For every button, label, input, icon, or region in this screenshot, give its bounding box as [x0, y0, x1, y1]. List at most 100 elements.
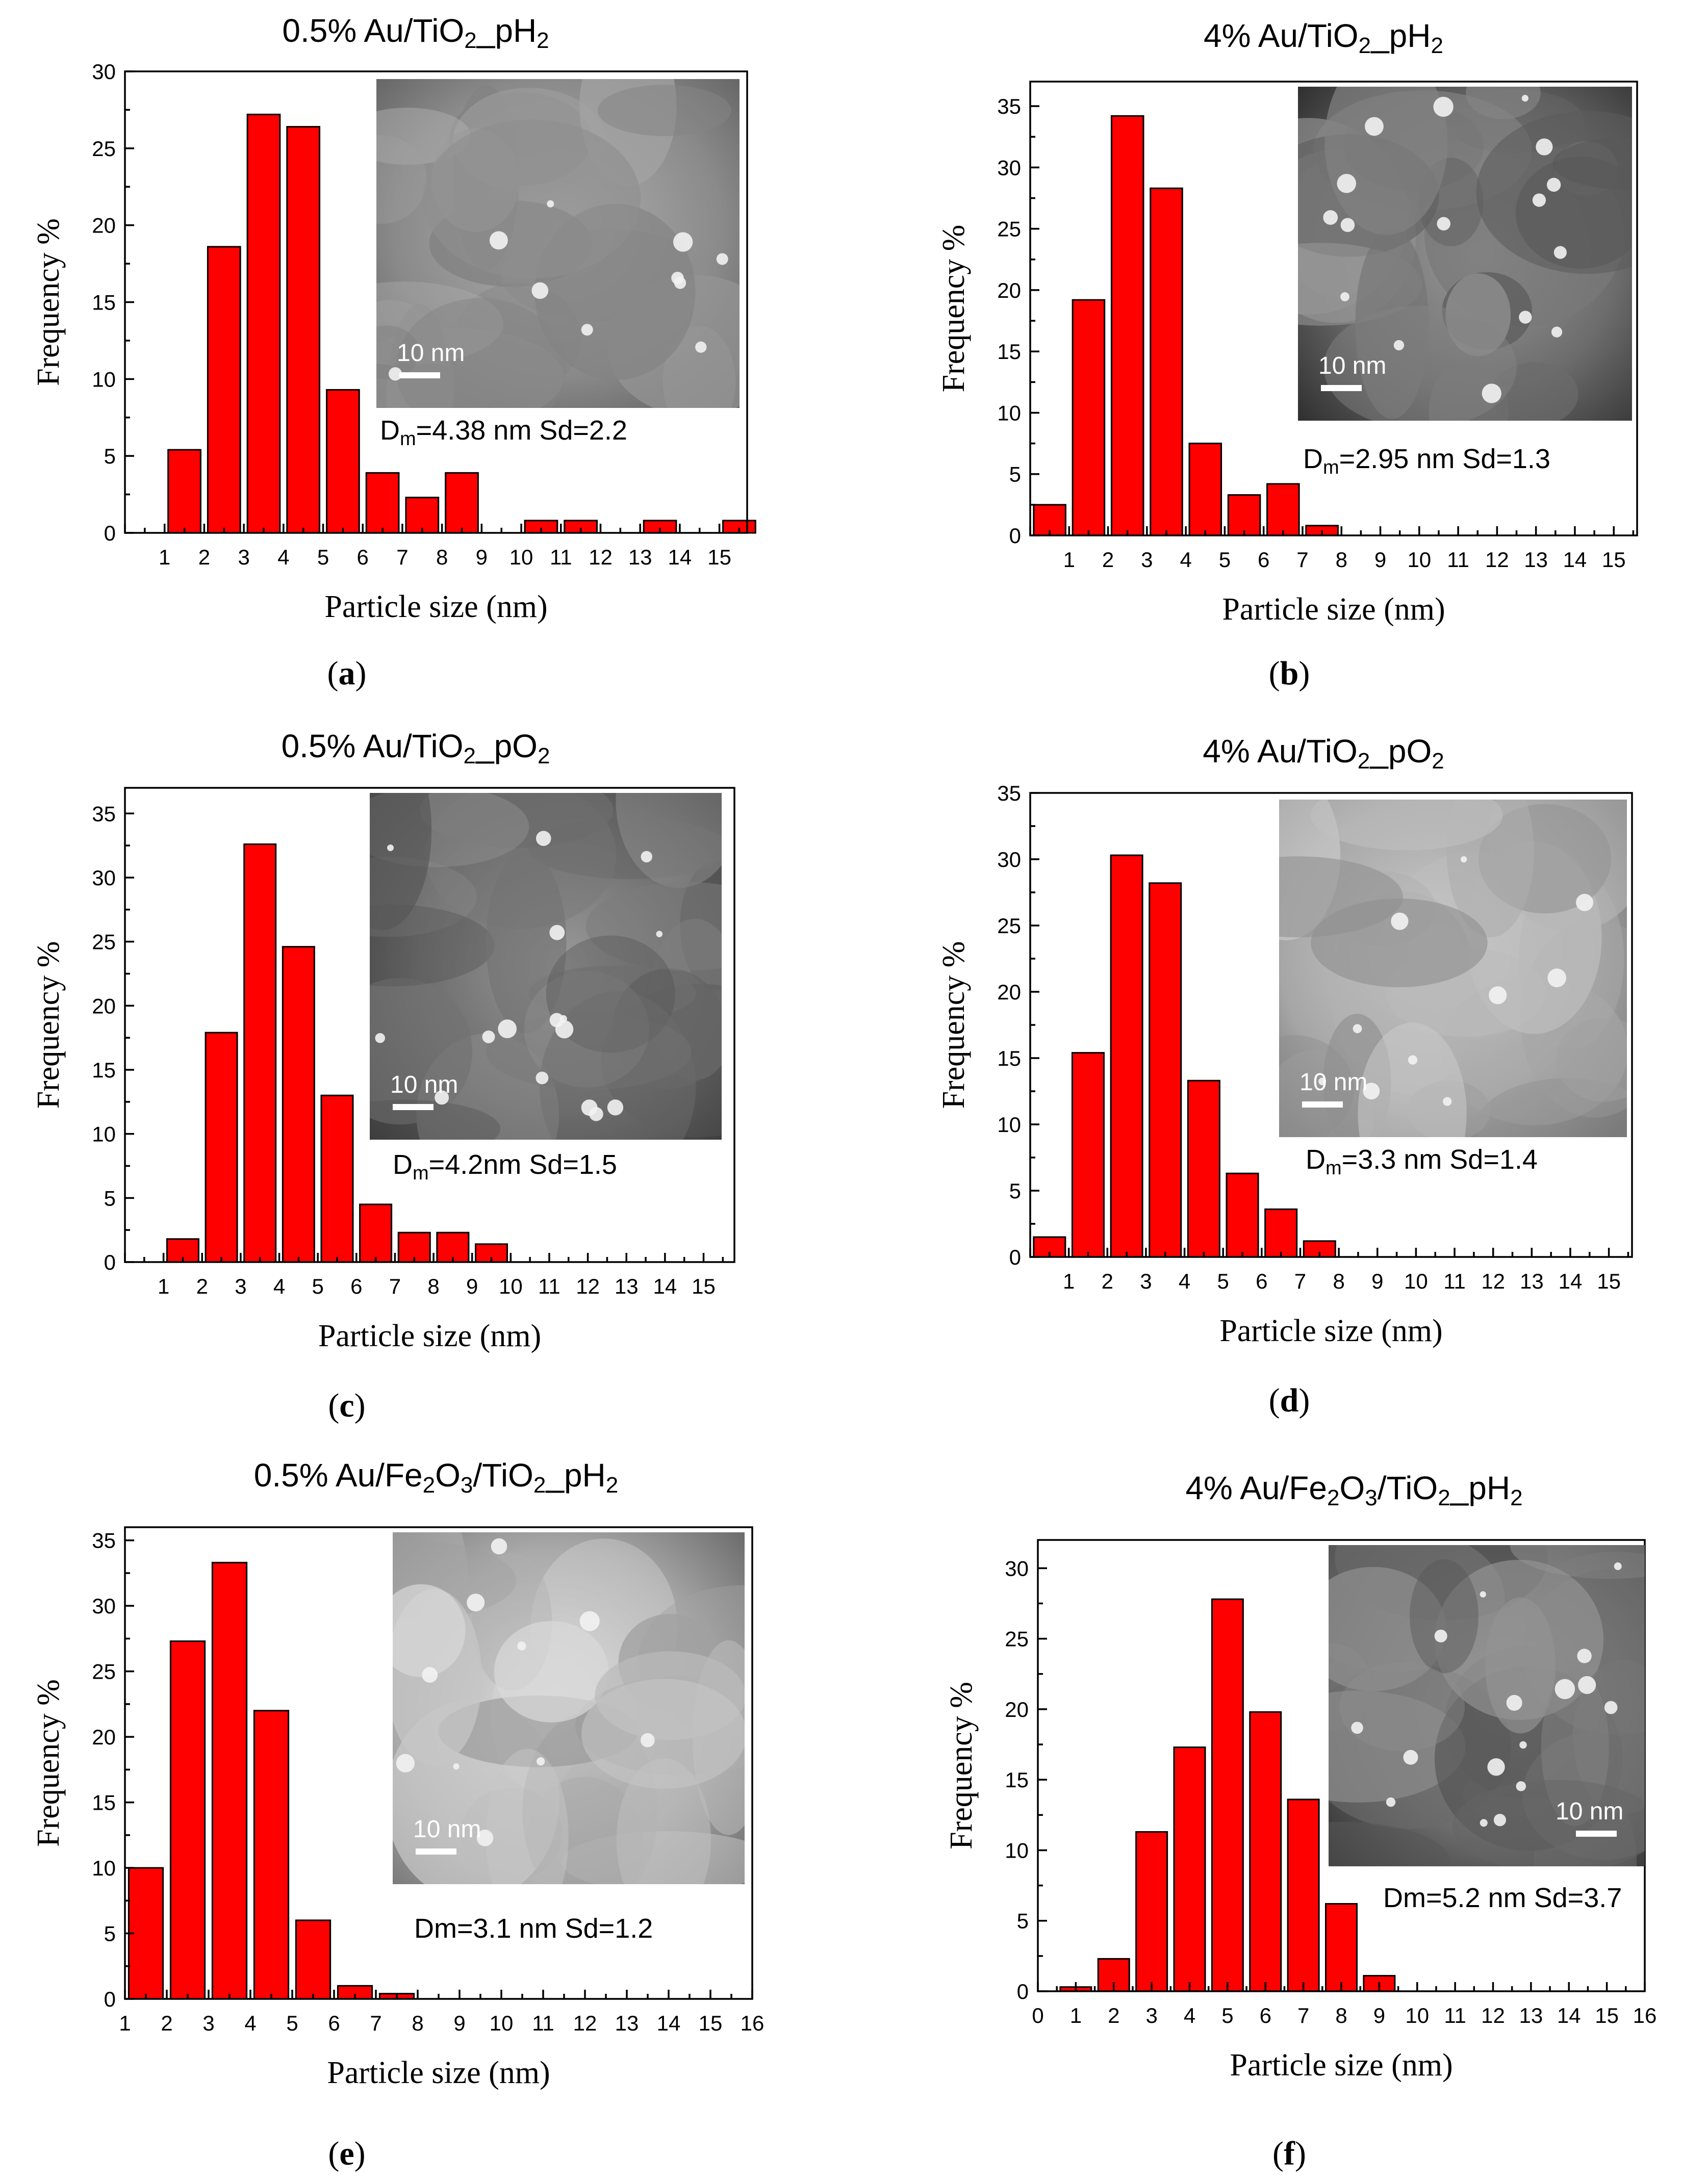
- stem-grain: [540, 991, 696, 1140]
- au-particle: [467, 1594, 485, 1612]
- stem-grain: [612, 968, 722, 1089]
- x-tick-label: 2: [1102, 1269, 1113, 1293]
- histogram-bar: [211, 1561, 248, 2000]
- stem-texture: [1298, 87, 1632, 421]
- chart-panel-e: 1 2 3 4 5 6 7 8 9 10 11 12 13 14 15 1605101520253035Par…: [31, 1526, 764, 2172]
- y-tick-label: 15: [92, 1791, 116, 1815]
- title-text: 4% Au/TiO: [1203, 733, 1358, 769]
- au-particle: [389, 367, 402, 381]
- panel-label: (b): [1269, 655, 1310, 692]
- au-particle: [641, 1733, 655, 1748]
- histogram-bar: [246, 113, 281, 534]
- au-particle: [1521, 95, 1528, 102]
- title-subscript: 2: [606, 1473, 618, 1498]
- annotation-text: =3.3 nm Sd=1.4: [1342, 1144, 1538, 1175]
- x-tick-label: 10: [1407, 548, 1431, 572]
- au-particle: [1403, 1750, 1418, 1765]
- x-tick-label: 15: [692, 1274, 716, 1298]
- stem-grain: [1329, 1690, 1466, 1803]
- histogram-bar: [1110, 854, 1143, 1258]
- title-text: _pH: [1450, 1470, 1510, 1506]
- x-tick-label: 1: [158, 1274, 169, 1298]
- annotation-subscript: m: [1323, 457, 1339, 478]
- au-particle: [489, 231, 508, 250]
- chart-title: 4% Au/Fe2O3/TiO2_pH2: [1185, 1470, 1522, 1510]
- histogram-bar: [1188, 443, 1222, 536]
- title-subscript: 2: [1432, 749, 1444, 774]
- au-particle: [1443, 1097, 1452, 1106]
- x-tick-label: 13: [615, 2011, 639, 2035]
- au-particle: [1318, 1077, 1326, 1086]
- stem-grain: [1466, 87, 1541, 119]
- x-tick-label: 12: [589, 545, 613, 569]
- x-tick-label: 12: [1481, 2003, 1505, 2027]
- x-axis-label: Particle size (nm): [324, 589, 547, 624]
- x-tick-label: 13: [1524, 548, 1548, 572]
- y-tick-label: 0: [1009, 524, 1021, 548]
- stem-grain: [1475, 1078, 1627, 1137]
- y-tick-label: 0: [1009, 1245, 1021, 1269]
- y-tick-label: 10: [92, 367, 116, 391]
- au-particle: [1519, 1741, 1527, 1749]
- x-tick-label: 6: [1260, 2003, 1271, 2027]
- histogram-bar: [1072, 299, 1106, 536]
- x-tick-label: 2: [161, 2011, 172, 2035]
- y-tick-label: 10: [1005, 1838, 1029, 1862]
- stem-grain: [494, 1621, 609, 1723]
- x-tick-label: 6: [357, 545, 369, 569]
- size-stat-annotation: Dm=5.2 nm Sd=3.7: [1383, 1883, 1622, 1913]
- stem-texture: [376, 79, 740, 408]
- y-tick-label: 5: [104, 1186, 116, 1210]
- chart-panel-d: 1 2 3 4 5 6 7 8 9 10 11 12 13 14 1505101520253035Parti…: [936, 781, 1633, 1419]
- stem-grain: [486, 1013, 692, 1090]
- au-particle: [549, 1013, 564, 1027]
- title-text: 0.5% Au/TiO: [282, 728, 464, 764]
- au-particle: [1363, 1083, 1380, 1100]
- y-tick-label: 10: [92, 1856, 116, 1880]
- x-tick-label: 14: [668, 545, 692, 569]
- scale-bar-label: 10 nm: [397, 340, 465, 367]
- x-tick-label: 1: [119, 2011, 131, 2035]
- panel-letter: f: [1284, 2135, 1295, 2172]
- panel-paren: ): [1295, 2135, 1306, 2172]
- au-particle: [581, 324, 593, 336]
- au-particle: [695, 341, 707, 353]
- title-text: 4% Au/TiO: [1204, 17, 1359, 54]
- x-tick-label: 6: [1256, 1269, 1267, 1293]
- x-tick-label: 8: [427, 1274, 439, 1298]
- panel-paren: (: [1269, 1382, 1280, 1419]
- au-particle: [641, 851, 652, 863]
- x-tick-label: 1: [1063, 1269, 1075, 1293]
- y-tick-label: 10: [997, 401, 1021, 425]
- x-tick-label: 4: [244, 2011, 256, 2035]
- title-subscript: 2: [1359, 33, 1371, 58]
- au-particle: [1337, 173, 1357, 193]
- panel-paren: ): [1298, 1382, 1310, 1419]
- au-particle: [498, 1019, 517, 1039]
- y-tick-label: 10: [92, 1122, 116, 1146]
- x-tick-label: 11: [1443, 1269, 1466, 1293]
- histogram-bar: [169, 1640, 206, 2000]
- x-tick-label: 5: [1221, 2003, 1233, 2027]
- histogram-bar: [445, 472, 479, 534]
- stem-grain: [1279, 1035, 1354, 1137]
- histogram-bar: [1135, 1831, 1168, 1992]
- x-tick-label: 14: [1559, 1269, 1583, 1293]
- chart-panel-c: 1 2 3 4 5 6 7 8 9 10 11 12 13 14 1505101520253035Parti…: [31, 787, 735, 1424]
- x-tick-label: 7: [370, 2011, 381, 2035]
- y-tick-label: 30: [997, 156, 1021, 179]
- y-tick-label: 15: [997, 1046, 1021, 1070]
- y-tick-label: 35: [92, 1529, 116, 1553]
- au-particle: [1340, 292, 1349, 301]
- title-text: /TiO: [473, 1457, 533, 1494]
- annotation-text: D: [393, 1149, 413, 1180]
- scale-bar: [416, 1848, 456, 1855]
- x-tick-label: 2: [196, 1274, 208, 1298]
- y-tick-label: 20: [92, 1725, 116, 1749]
- x-tick-label: 3: [235, 1274, 246, 1298]
- scale-bar: [1302, 1101, 1343, 1108]
- histogram-bar: [1287, 1798, 1320, 1992]
- histogram-bar: [1071, 1052, 1105, 1258]
- x-tick-label: 6: [328, 2011, 340, 2035]
- au-particle: [1489, 986, 1507, 1005]
